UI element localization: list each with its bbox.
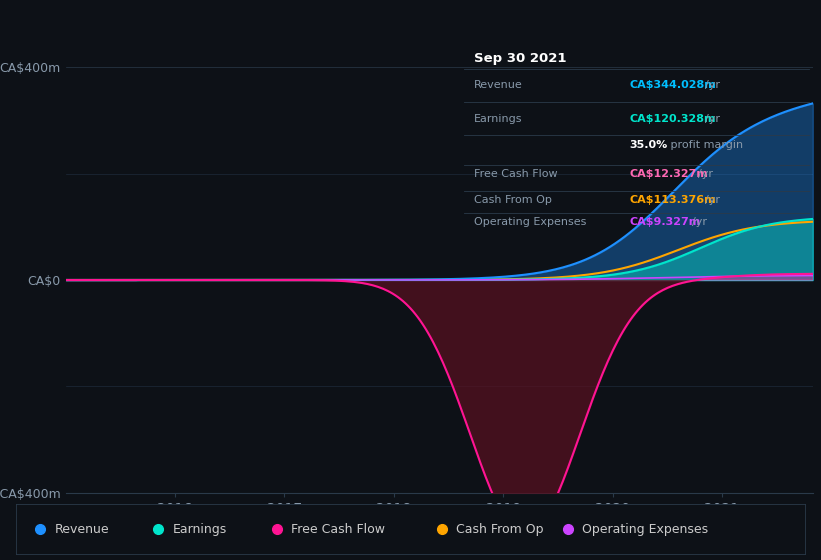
Text: /yr: /yr xyxy=(704,81,719,90)
Text: CA$9.327m: CA$9.327m xyxy=(630,217,700,227)
Text: /yr: /yr xyxy=(692,217,707,227)
Text: /yr: /yr xyxy=(699,169,713,179)
Text: 35.0%: 35.0% xyxy=(630,139,667,150)
Text: /yr: /yr xyxy=(704,195,719,205)
Text: Revenue: Revenue xyxy=(475,81,523,90)
Text: Cash From Op: Cash From Op xyxy=(456,522,544,536)
Text: Revenue: Revenue xyxy=(54,522,109,536)
Text: CA$120.328m: CA$120.328m xyxy=(630,114,716,124)
Text: Operating Expenses: Operating Expenses xyxy=(475,217,586,227)
Text: Sep 30 2021: Sep 30 2021 xyxy=(475,52,566,65)
Text: Earnings: Earnings xyxy=(172,522,227,536)
Text: Free Cash Flow: Free Cash Flow xyxy=(475,169,557,179)
Text: /yr: /yr xyxy=(704,114,719,124)
Text: Free Cash Flow: Free Cash Flow xyxy=(291,522,385,536)
Text: CA$12.327m: CA$12.327m xyxy=(630,169,709,179)
Text: Cash From Op: Cash From Op xyxy=(475,195,552,205)
Text: profit margin: profit margin xyxy=(667,139,744,150)
Text: CA$344.028m: CA$344.028m xyxy=(630,81,716,90)
Text: Earnings: Earnings xyxy=(475,114,523,124)
Text: Operating Expenses: Operating Expenses xyxy=(582,522,709,536)
Text: CA$113.376m: CA$113.376m xyxy=(630,195,716,205)
